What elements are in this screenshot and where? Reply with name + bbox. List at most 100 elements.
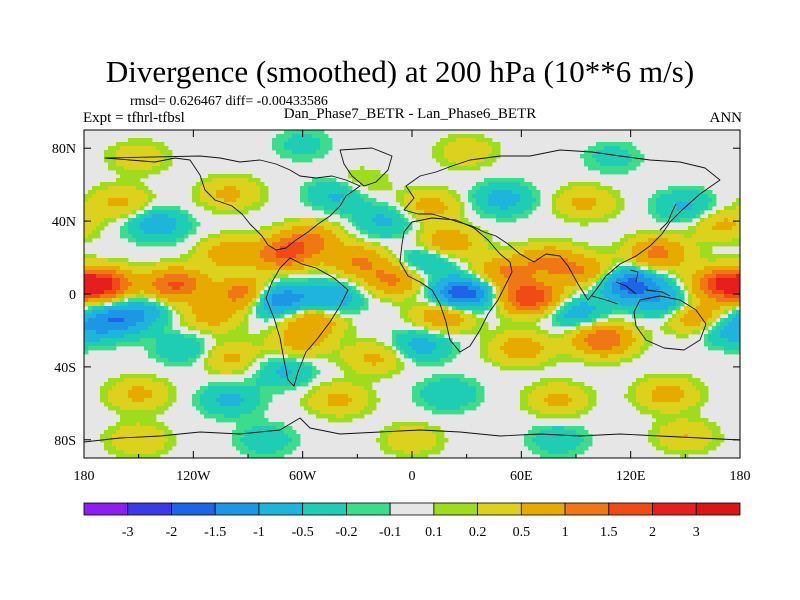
field-cell — [496, 254, 501, 259]
field-cell — [612, 142, 617, 147]
field-cell — [624, 298, 629, 303]
field-cell — [592, 210, 597, 215]
field-cell — [112, 306, 117, 311]
field-cell — [88, 202, 93, 207]
field-cell — [488, 210, 493, 215]
field-cell — [364, 306, 369, 311]
field-cell — [224, 174, 229, 179]
field-cell — [276, 294, 281, 299]
field-cell — [152, 306, 157, 311]
field-cell — [396, 282, 401, 287]
field-cell — [600, 274, 605, 279]
field-cell — [88, 198, 93, 203]
field-cell — [620, 242, 625, 247]
field-cell — [88, 258, 93, 263]
field-cell — [720, 222, 725, 227]
field-cell — [220, 290, 225, 295]
field-cell — [372, 278, 377, 283]
field-cell — [404, 266, 409, 271]
field-cell — [404, 294, 409, 299]
field-cell — [408, 318, 413, 323]
field-cell — [568, 198, 573, 203]
field-cell — [524, 198, 529, 203]
field-cell — [552, 294, 557, 299]
field-cell — [716, 298, 721, 303]
field-cell — [140, 170, 145, 175]
field-cell — [320, 150, 325, 155]
field-cell — [328, 242, 333, 247]
field-cell — [188, 222, 193, 227]
field-cell — [352, 270, 357, 275]
field-cell — [284, 150, 289, 155]
field-cell — [432, 262, 437, 267]
field-cell — [720, 214, 725, 219]
field-cell — [96, 266, 101, 271]
field-cell — [592, 270, 597, 275]
field-cell — [416, 250, 421, 255]
field-cell — [592, 266, 597, 271]
field-cell — [408, 270, 413, 275]
field-cell — [352, 218, 357, 223]
field-cell — [600, 254, 605, 259]
field-cell — [580, 210, 585, 215]
field-cell — [492, 206, 497, 211]
field-cell — [196, 266, 201, 271]
field-cell — [264, 278, 269, 283]
field-cell — [156, 242, 161, 247]
field-cell — [372, 286, 377, 291]
field-cell — [628, 298, 633, 303]
field-cell — [480, 250, 485, 255]
field-cell — [304, 242, 309, 247]
field-cell — [476, 186, 481, 191]
field-cell — [168, 158, 173, 163]
field-cell — [184, 222, 189, 227]
field-cell — [656, 210, 661, 215]
field-cell — [356, 294, 361, 299]
field-cell — [544, 274, 549, 279]
field-cell — [304, 226, 309, 231]
field-cell — [196, 202, 201, 207]
field-cell — [428, 270, 433, 275]
field-cell — [228, 302, 233, 307]
field-cell — [136, 270, 141, 275]
field-cell — [616, 158, 621, 163]
field-cell — [164, 214, 169, 219]
field-cell — [156, 162, 161, 167]
field-cell — [100, 306, 105, 311]
field-cell — [248, 254, 253, 259]
field-cell — [356, 206, 361, 211]
field-cell — [280, 250, 285, 255]
field-cell — [472, 202, 477, 207]
field-cell — [268, 266, 273, 271]
field-cell — [704, 314, 709, 319]
field-cell — [424, 218, 429, 223]
field-cell — [392, 298, 397, 303]
field-cell — [208, 250, 213, 255]
field-cell — [144, 290, 149, 295]
field-cell — [136, 282, 141, 287]
field-cell — [632, 254, 637, 259]
field-cell — [644, 242, 649, 247]
field-cell — [188, 250, 193, 255]
field-cell — [284, 138, 289, 143]
field-cell — [700, 266, 705, 271]
field-cell — [612, 210, 617, 215]
field-cell — [124, 154, 129, 159]
field-cell — [624, 282, 629, 287]
field-cell — [420, 198, 425, 203]
field-cell — [484, 246, 489, 251]
field-cell — [472, 282, 477, 287]
field-cell — [216, 178, 221, 183]
field-cell — [472, 266, 477, 271]
field-cell — [444, 218, 449, 223]
field-cell — [104, 286, 109, 291]
field-cell — [348, 286, 353, 291]
field-cell — [352, 262, 357, 267]
field-cell — [292, 310, 297, 315]
field-cell — [148, 214, 153, 219]
field-cell — [512, 250, 517, 255]
field-cell — [440, 146, 445, 151]
field-cell — [584, 202, 589, 207]
field-cell — [276, 146, 281, 151]
field-cell — [88, 194, 93, 199]
